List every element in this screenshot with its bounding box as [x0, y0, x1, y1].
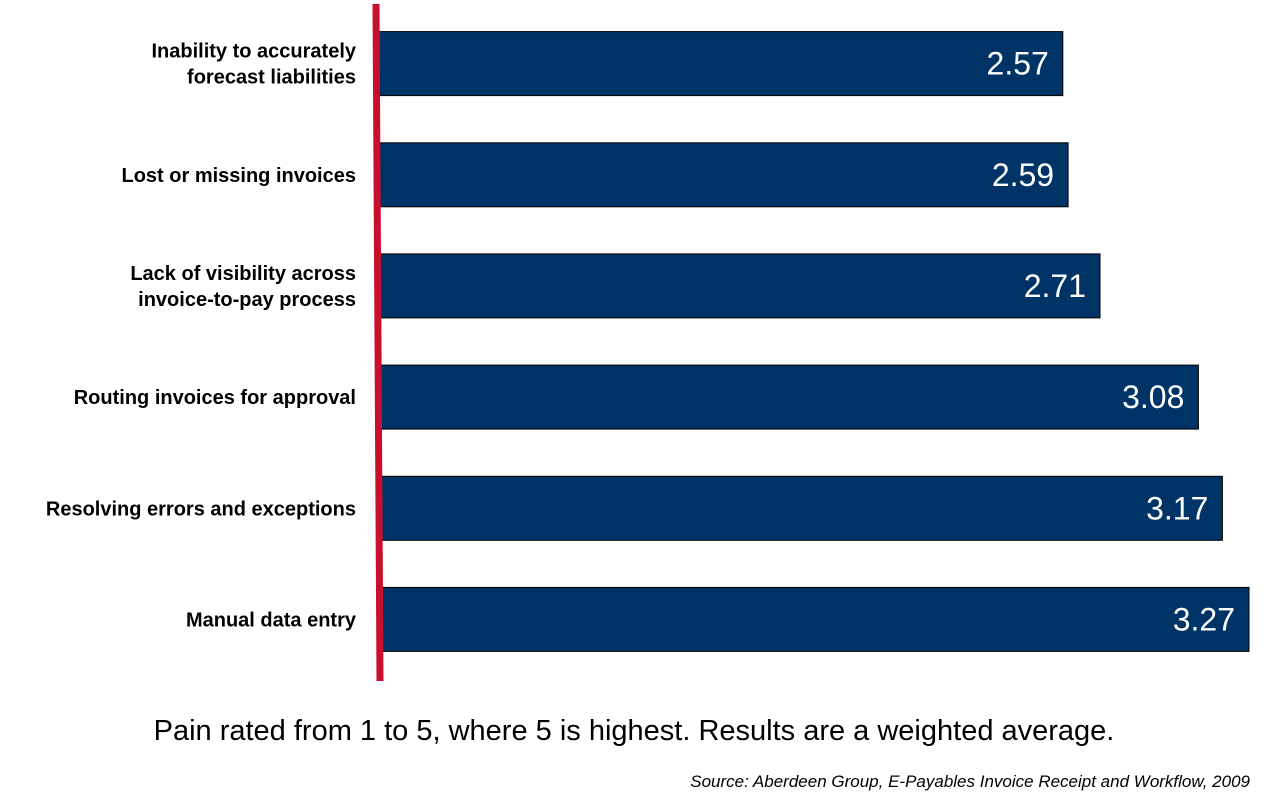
- bar-value-label: 2.71: [1024, 268, 1086, 304]
- category-label: Lack of visibility across: [130, 263, 356, 285]
- category-label: Resolving errors and exceptions: [46, 498, 356, 520]
- bar-value-label: 3.17: [1146, 490, 1208, 526]
- bar-chart: 2.57 2.59 2.71 3.08 3.17 3.27 Inability to ac…: [46, 3, 1250, 682]
- bar: [378, 142, 1069, 208]
- bar-value-label: 3.08: [1122, 379, 1184, 415]
- axis-line: [372, 3, 384, 682]
- bar: [378, 31, 1064, 97]
- category-label: invoice-to-pay process: [138, 289, 356, 311]
- category-label: forecast liabilities: [187, 67, 356, 89]
- category-label: Inability to accurately: [151, 41, 356, 63]
- bar: [378, 364, 1199, 430]
- bar: [378, 253, 1101, 319]
- bar: [378, 586, 1250, 652]
- footnote: Pain rated from 1 to 5, where 5 is highe…: [153, 715, 1115, 747]
- category-label: Lost or missing invoices: [121, 165, 356, 187]
- bar-value-label: 3.27: [1173, 601, 1235, 637]
- bar: [378, 475, 1223, 541]
- category-label: Manual data entry: [186, 609, 357, 631]
- bars-layer: 2.57 2.59 2.71 3.08 3.17 3.27: [378, 31, 1250, 652]
- category-labels-layer: Inability to accurately forecast liabilit…: [46, 41, 357, 632]
- category-label: Routing invoices for approval: [74, 387, 356, 409]
- bar-value-label: 2.59: [992, 157, 1054, 193]
- source-citation: Source: Aberdeen Group, E-Payables Invoi…: [690, 772, 1250, 791]
- bar-value-label: 2.57: [987, 46, 1049, 82]
